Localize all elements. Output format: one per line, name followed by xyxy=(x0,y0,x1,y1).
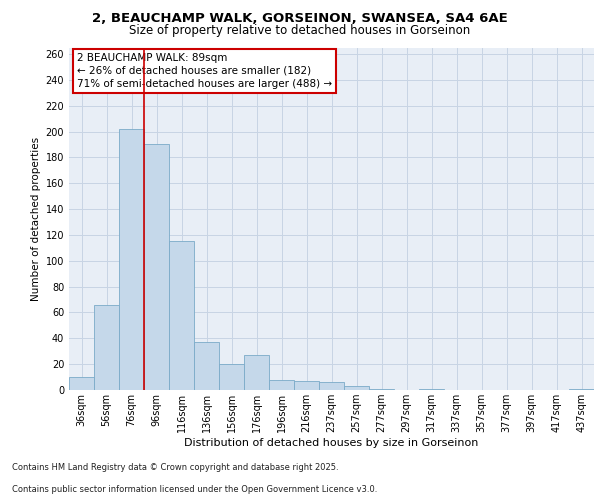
Bar xyxy=(344,386,369,390)
Text: 2 BEAUCHAMP WALK: 89sqm
← 26% of detached houses are smaller (182)
71% of semi-d: 2 BEAUCHAMP WALK: 89sqm ← 26% of detache… xyxy=(77,52,332,89)
Bar xyxy=(294,381,319,390)
Bar xyxy=(169,242,194,390)
Text: Contains HM Land Registry data © Crown copyright and database right 2025.: Contains HM Land Registry data © Crown c… xyxy=(12,464,338,472)
Y-axis label: Number of detached properties: Number of detached properties xyxy=(31,136,41,301)
Bar xyxy=(119,129,144,390)
Bar xyxy=(369,388,394,390)
Bar xyxy=(219,364,244,390)
Bar xyxy=(319,382,344,390)
Bar xyxy=(69,377,94,390)
Bar xyxy=(244,355,269,390)
Bar xyxy=(194,342,219,390)
Text: Contains public sector information licensed under the Open Government Licence v3: Contains public sector information licen… xyxy=(12,485,377,494)
Bar xyxy=(569,388,594,390)
Text: Size of property relative to detached houses in Gorseinon: Size of property relative to detached ho… xyxy=(130,24,470,37)
Bar xyxy=(94,304,119,390)
Bar xyxy=(144,144,169,390)
Bar xyxy=(269,380,294,390)
Bar xyxy=(419,388,444,390)
X-axis label: Distribution of detached houses by size in Gorseinon: Distribution of detached houses by size … xyxy=(184,438,479,448)
Text: 2, BEAUCHAMP WALK, GORSEINON, SWANSEA, SA4 6AE: 2, BEAUCHAMP WALK, GORSEINON, SWANSEA, S… xyxy=(92,12,508,26)
